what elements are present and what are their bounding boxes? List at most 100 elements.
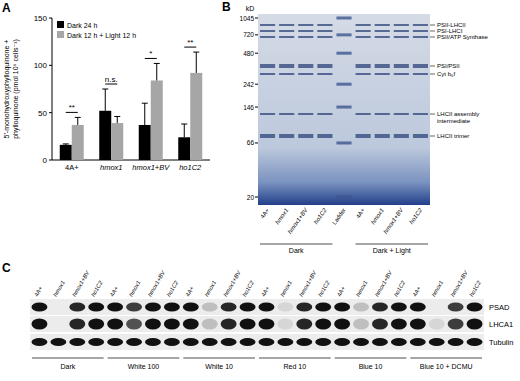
blot-band — [259, 338, 275, 346]
blot-band — [277, 303, 293, 312]
lane-label: ho1C2 — [241, 279, 255, 297]
bar — [111, 123, 123, 160]
gel-band — [260, 64, 275, 68]
error-stem — [117, 116, 118, 123]
blot-band — [429, 319, 445, 330]
gel-band — [413, 36, 428, 38]
kd-label: 1045 — [240, 15, 255, 22]
condition-bracket — [335, 358, 407, 359]
ladder-band — [336, 52, 351, 55]
blot-band — [145, 319, 161, 330]
band-leader — [430, 74, 435, 75]
lane-label: hmox1 — [203, 279, 217, 297]
gel-band — [317, 64, 332, 68]
lane-label: 4A+ — [355, 207, 366, 220]
kd-label: 66 — [247, 139, 255, 146]
blot-band — [69, 319, 85, 330]
blot-band — [126, 319, 142, 330]
lane-label: hmox1+BV — [222, 269, 242, 298]
error-bar — [142, 103, 148, 125]
gel-band — [298, 64, 313, 68]
blot-band — [296, 303, 312, 312]
gel-band — [375, 73, 390, 75]
error-bar — [154, 63, 160, 80]
lane-label: hmox1+BV — [382, 206, 404, 234]
lane-label: 4A+ — [184, 285, 195, 298]
gel-band — [260, 36, 275, 38]
blot-band — [353, 319, 369, 330]
blot-band — [429, 338, 445, 346]
gel-band — [298, 73, 313, 75]
y-axis-label: phylloquinone (pmol 10⁶ cells⁻¹) — [12, 39, 20, 139]
lane-label: hmox1+BV — [147, 269, 167, 298]
blot-band — [31, 338, 47, 346]
bar — [60, 145, 72, 160]
kd-tick — [255, 84, 258, 85]
blot-band — [107, 303, 123, 312]
x-tick-label: ho1C2 — [179, 163, 202, 172]
gel-background — [258, 14, 430, 205]
blot-band — [107, 319, 123, 330]
condition-bracket — [32, 358, 104, 359]
band-leader — [430, 25, 435, 26]
y-tick-label: 100 — [34, 61, 48, 70]
blot-strip — [30, 316, 484, 332]
blot-band — [69, 338, 85, 346]
gel-band — [279, 73, 294, 75]
gel-band — [375, 113, 390, 115]
panel-label: A — [2, 1, 11, 15]
error-cap — [114, 116, 120, 117]
y-tick — [49, 18, 52, 19]
x-tick-label: hmox1+BV — [132, 163, 170, 172]
blot-band — [429, 303, 445, 312]
gel-band — [260, 113, 275, 115]
bar — [99, 111, 111, 160]
gel-band — [375, 36, 390, 38]
lane-label: ho1C2 — [90, 279, 104, 297]
blot-band — [448, 338, 464, 346]
gel-band — [279, 30, 294, 32]
error-stem — [105, 89, 106, 111]
blot-band — [410, 338, 426, 346]
band-label: PSI/PSII — [437, 63, 460, 69]
significance-label: ** — [69, 103, 75, 112]
legend-swatch — [57, 31, 64, 38]
blot-band — [391, 338, 407, 346]
group-label: Dark — [289, 247, 304, 254]
blot-band — [88, 319, 104, 330]
legend-label: Dark 24 h — [67, 22, 97, 29]
legend-label: Dark 12 h + Light 12 h — [67, 32, 136, 40]
condition-label: Dark — [60, 363, 75, 370]
blot-band — [467, 303, 483, 312]
blot-band — [467, 319, 483, 330]
blot-band — [315, 303, 331, 312]
kd-label: 146 — [243, 104, 254, 111]
blot-band — [315, 338, 331, 346]
gel-band — [394, 24, 409, 26]
blot-band — [221, 319, 237, 330]
condition-bracket — [183, 358, 255, 359]
band-leader — [430, 136, 435, 137]
condition-label: Red 10 — [284, 363, 307, 370]
lane-label: hmox1+BV — [374, 269, 394, 298]
ladder-band — [336, 196, 351, 199]
band-label: Cyt b₆f — [437, 71, 455, 77]
blot-band — [277, 319, 293, 330]
gel-band — [317, 73, 332, 75]
blot-band — [31, 319, 47, 330]
gel-band — [356, 73, 371, 75]
bar — [190, 73, 202, 160]
significance-label: * — [149, 49, 152, 58]
blot-band — [183, 319, 199, 330]
gel-band — [298, 36, 313, 38]
ladder-band — [336, 141, 351, 144]
gel-band — [394, 36, 409, 38]
blot-band — [126, 338, 142, 346]
blot-band — [221, 338, 237, 346]
condition-label: Blue 10 + DCMU — [420, 363, 473, 370]
blot-band — [202, 338, 218, 346]
blot-band — [107, 338, 123, 346]
gel-band — [375, 64, 390, 68]
lane-label: ho1C2 — [317, 279, 331, 297]
blot-band — [410, 319, 426, 330]
